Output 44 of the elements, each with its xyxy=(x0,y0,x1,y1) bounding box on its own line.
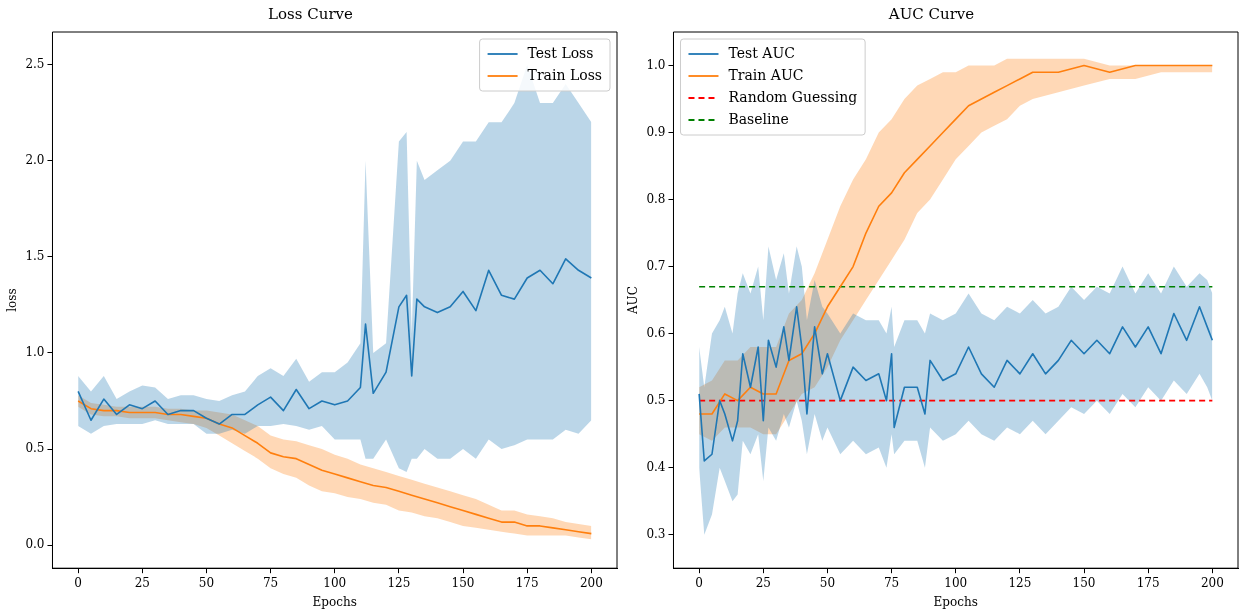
y-tick-label: 1.0 xyxy=(25,345,45,360)
x-tick-label: 100 xyxy=(323,575,347,590)
x-tick-label: 150 xyxy=(1072,575,1096,590)
y-tick-label: 0.5 xyxy=(646,392,666,407)
y-tick-label: 0.7 xyxy=(646,258,666,273)
y-tick-label: 0.4 xyxy=(646,459,666,474)
y-axis-title: loss xyxy=(5,288,20,312)
y-tick-label: 0.0 xyxy=(25,537,45,552)
y-tick-label: 0.9 xyxy=(646,124,666,139)
legend-label: Train AUC xyxy=(728,66,804,83)
x-tick-label: 125 xyxy=(1008,575,1032,590)
y-tick-label: 1.0 xyxy=(646,57,666,72)
x-tick-label: 50 xyxy=(198,575,215,590)
x-tick-label: 200 xyxy=(1200,575,1224,590)
legend-label: Train Loss xyxy=(527,66,603,83)
y-tick-label: 0.6 xyxy=(646,325,666,340)
x-axis-title: Epochs xyxy=(312,594,357,609)
x-tick-label: 150 xyxy=(451,575,475,590)
x-tick-label: 200 xyxy=(579,575,603,590)
x-tick-label: 0 xyxy=(74,575,82,590)
legend-label: Test AUC xyxy=(728,44,795,61)
x-tick-label: 175 xyxy=(1136,575,1160,590)
y-tick-label: 1.5 xyxy=(25,248,45,263)
x-axis-title: Epochs xyxy=(933,594,978,609)
x-tick-label: 175 xyxy=(515,575,539,590)
legend-label: Test Loss xyxy=(527,44,594,61)
x-tick-label: 100 xyxy=(944,575,968,590)
chart-title: AUC Curve xyxy=(887,4,975,23)
x-tick-label: 50 xyxy=(819,575,836,590)
x-tick-label: 25 xyxy=(134,575,150,590)
x-tick-label: 75 xyxy=(262,575,279,590)
y-tick-label: 0.5 xyxy=(25,441,45,456)
y-tick-label: 0.3 xyxy=(646,526,666,541)
x-tick-label: 0 xyxy=(695,575,703,590)
y-tick-label: 2.5 xyxy=(25,56,45,71)
x-tick-label: 75 xyxy=(883,575,900,590)
legend-label: Random Guessing xyxy=(728,88,858,105)
y-tick-label: 0.8 xyxy=(646,191,666,206)
legend-label: Baseline xyxy=(728,110,789,127)
chart-title: Loss Curve xyxy=(268,4,354,23)
x-tick-label: 25 xyxy=(755,575,771,590)
x-tick-label: 125 xyxy=(387,575,411,590)
y-tick-label: 2.0 xyxy=(25,152,45,167)
y-axis-title: AUC xyxy=(626,286,641,316)
